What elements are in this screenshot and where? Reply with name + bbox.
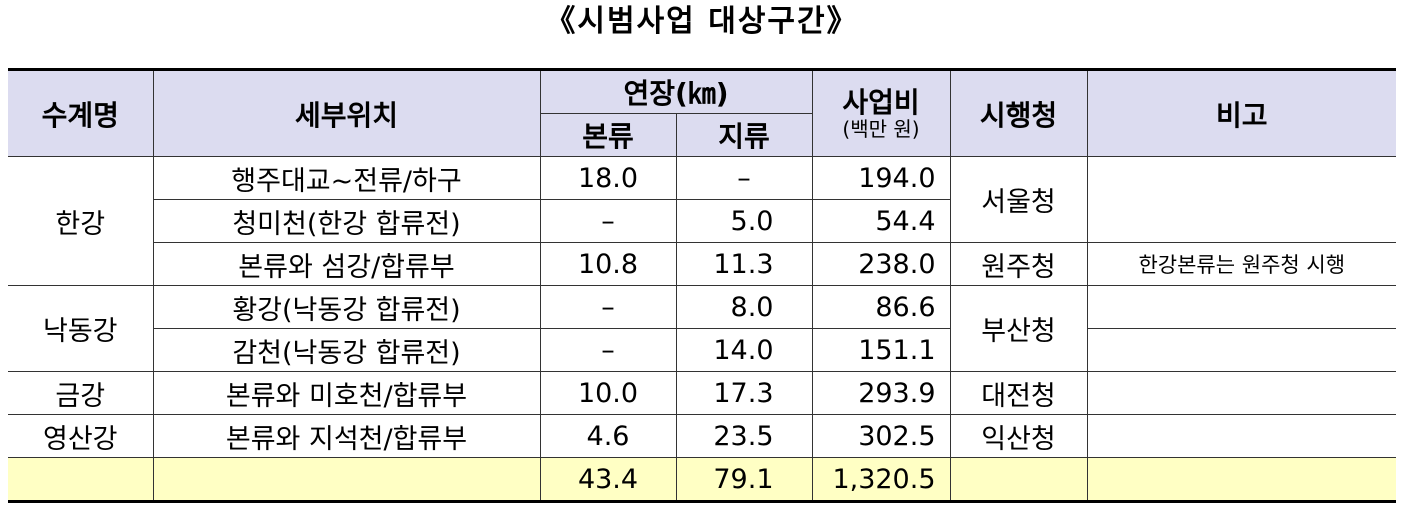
cell: 원주청 [949,242,1088,286]
cell: 151.1 [811,328,951,372]
cell [949,457,1088,503]
header-cell: 지류 [675,113,812,157]
cell: 17.3 [675,371,813,415]
cell: 8.0 [675,285,813,329]
cell [152,457,541,503]
header-row: 본류 지류 [8,113,1396,157]
cell: 10.0 [539,371,677,415]
header-cell: 본류 [540,113,677,157]
row: 한강 행주대교~전류/하구 18.0 – 194.0 서울청 [8,156,1396,286]
header-text: 사업비 [842,85,920,119]
cell: – [675,156,813,200]
header-row: 수계명 세부위치 연장(㎞) 사업비 (백만 원) 시행청 비고 [8,68,1396,157]
cell: 청미천(한강 합류전) [153,199,541,243]
cell [8,457,154,503]
cell: 한강 [8,156,154,286]
cell: 238.0 [811,242,951,286]
cell: 302.5 [811,414,951,458]
project-table: 수계명 세부위치 연장(㎞) 사업비 (백만 원) 시행청 비고 본류 지류 한강… [8,68,1396,503]
row: 금강 본류와 미호천/합류부 10.0 17.3 293.9 대전청 [8,371,1396,415]
cell [1086,457,1396,503]
header-cell: 연장(㎞) [539,68,813,114]
cell: 서울청 [949,156,1088,243]
cell: 43.4 [539,457,677,503]
cell: 4.6 [539,414,677,458]
header-cell: 세부위치 [152,68,541,157]
cell: 5.0 [675,199,813,243]
cell: 감천(낙동강 합류전) [153,328,541,372]
cell: 금강 [8,371,154,415]
header-cell: 사업비 (백만 원) [811,68,951,157]
cell [1086,156,1396,243]
total-row: 43.4 79.1 1,320.5 [8,457,1396,503]
cell: 18.0 [539,156,677,200]
cell: 낙동강 [8,285,154,372]
cell: 익산청 [949,414,1088,458]
row: 감천(낙동강 합류전) – 14.0 151.1 [8,328,1396,372]
cell: – [539,285,677,329]
cell: 293.9 [811,371,951,415]
cell: – [539,328,677,372]
row: 영산강 본류와 지석천/합류부 4.6 23.5 302.5 익산청 [8,414,1396,458]
cell: 본류와 지석천/합류부 [152,414,541,458]
cell: 본류와 섬강/합류부 [153,242,541,286]
cell: 86.6 [811,285,951,329]
cell: 11.3 [675,242,813,286]
cell [1086,414,1396,458]
cell: 10.8 [539,242,677,286]
cell: 부산청 [949,285,1088,372]
cell: 194.0 [811,156,951,200]
cell: 54.4 [811,199,950,243]
header-cell: 수계명 [8,68,154,157]
cell: 영산강 [8,414,154,458]
cell: 한강본류는 원주청 시행 [1086,242,1396,286]
cell: 23.5 [675,414,813,458]
row: 낙동강 황강(낙동강 합류전) – 8.0 86.6 부산청 [8,285,1396,372]
row: 본류와 섬강/합류부 10.8 11.3 238.0 원주청 한강본류는 원주청… [8,242,1396,286]
cell: 79.1 [675,457,813,503]
cell [1086,285,1396,329]
header-unit: (백만 원) [842,116,920,141]
cell: 황강(낙동강 합류전) [152,285,541,329]
row: 청미천(한강 합류전) – 5.0 54.4 [8,199,1396,243]
cell: 대전청 [949,371,1088,415]
cell: 1,320.5 [811,457,951,503]
cell: 14.0 [675,328,813,372]
cell [1086,328,1396,372]
table-body: 한강 행주대교~전류/하구 18.0 – 194.0 서울청 청미천(한강 합류… [8,156,1396,503]
cell: – [539,199,677,243]
title: 《시범사업 대상구간》 [545,4,859,39]
header-cell: 비고 [1086,68,1396,157]
cell: 행주대교~전류/하구 [152,156,541,200]
cell [1086,371,1396,415]
header-cell: 시행청 [949,68,1088,157]
cell: 본류와 미호천/합류부 [152,371,541,415]
